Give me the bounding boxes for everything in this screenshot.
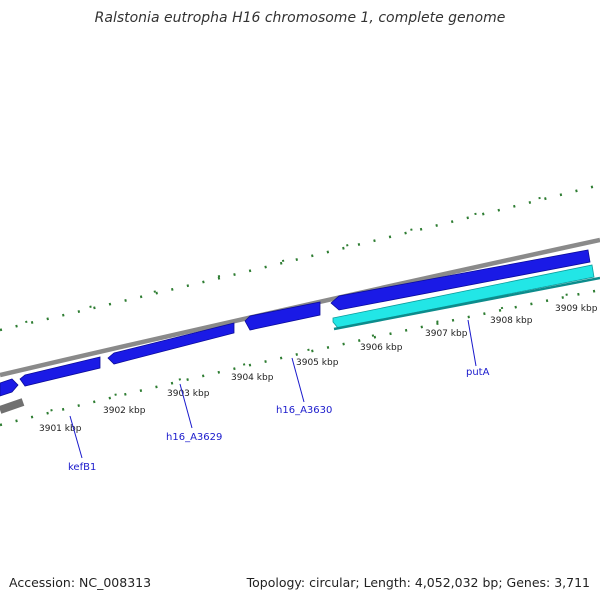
position-label: 3908 kbp — [490, 316, 533, 326]
position-label: 3907 kbp — [425, 329, 468, 339]
gene-leader-line — [467, 319, 477, 367]
inner-tick-ring — [0, 288, 600, 427]
gene-arrow[interactable] — [0, 378, 19, 397]
gene-label-kefB1[interactable]: kefB1 — [68, 462, 96, 473]
gene-label-h16-A3630[interactable]: h16_A3630 — [276, 405, 332, 416]
position-label: 3904 kbp — [231, 373, 274, 383]
gene-label-putA[interactable]: putA — [466, 367, 490, 378]
gene-arrow[interactable] — [107, 322, 235, 365]
gene-arrow[interactable] — [330, 249, 591, 311]
gene-leader-line — [179, 383, 193, 429]
gene-arrow[interactable] — [19, 356, 101, 387]
gene-label-h16-A3629[interactable]: h16_A3629 — [166, 432, 222, 443]
reverse-gene-underline — [333, 276, 600, 331]
gene-leader-line — [69, 415, 83, 459]
position-label: 3906 kbp — [360, 343, 403, 353]
gene-leader-line — [291, 357, 305, 403]
position-label: 3905 kbp — [296, 358, 339, 368]
backbone-lower-segment — [0, 398, 25, 414]
position-label: 3909 kbp — [555, 304, 598, 314]
position-label: 3902 kbp — [103, 406, 146, 416]
map-title: Ralstonia eutropha H16 chromosome 1, com… — [94, 10, 506, 26]
position-label: 3903 kbp — [167, 389, 210, 399]
position-label: 3901 kbp — [39, 424, 82, 434]
accession-label: Accession: NC_008313 — [9, 575, 152, 590]
genome-summary: Topology: circular; Length: 4,052,032 bp… — [246, 575, 590, 590]
gene-arrow[interactable] — [244, 301, 321, 331]
